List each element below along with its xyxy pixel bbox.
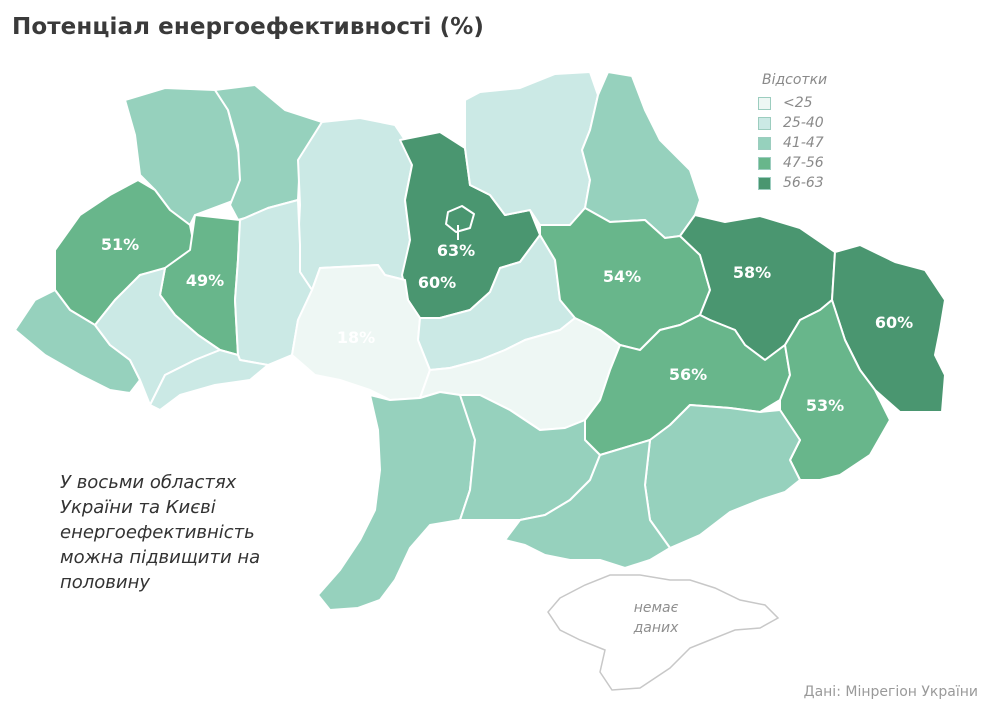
- legend-label: 47-56: [783, 155, 824, 171]
- region-chernivtsi[interactable]: [149, 349, 269, 411]
- legend-label: 25-40: [783, 115, 824, 131]
- label-lviv: 51%: [101, 235, 139, 254]
- legend-swatch: [758, 156, 771, 170]
- legend-item: 41-47: [758, 133, 827, 153]
- label-kharkiv: 58%: [733, 263, 771, 282]
- annotation-note: У восьми областях України та Києві енерг…: [60, 472, 261, 593]
- legend: Відсотки <25 25-40 41-47 47-56 56-63: [758, 72, 827, 193]
- legend-item: 47-56: [758, 153, 827, 173]
- label-kyiv-city: 63%: [437, 241, 475, 260]
- legend-item: 25-40: [758, 113, 827, 133]
- legend-label: <25: [783, 95, 813, 111]
- legend-swatch: [758, 136, 771, 150]
- label-ternopil: 49%: [186, 271, 224, 290]
- label-dnipro: 56%: [669, 365, 707, 384]
- region-kyiv-city[interactable]: [445, 205, 475, 233]
- legend-label: 41-47: [783, 135, 824, 151]
- legend-title: Відсотки: [762, 72, 828, 88]
- label-kyiv-oblast: 60%: [418, 273, 456, 292]
- region-donetsk[interactable]: [779, 299, 891, 481]
- label-luhansk: 60%: [875, 313, 913, 332]
- region-zhytomyr[interactable]: [297, 117, 413, 291]
- label-poltava: 54%: [603, 267, 641, 286]
- region-crimea: [547, 574, 780, 691]
- legend-swatch: [758, 96, 771, 110]
- label-vinnytsia: 18%: [337, 328, 375, 347]
- legend-item: <25: [758, 93, 827, 113]
- region-sumy[interactable]: [581, 71, 701, 239]
- region-zaporizhzhia[interactable]: [644, 404, 801, 549]
- map-title: Потенціал енергоефективності (%): [12, 14, 484, 40]
- source-credit: Дані: Мінрегіон України: [803, 684, 978, 700]
- no-data-label: немає даних: [633, 600, 679, 636]
- label-donetsk: 53%: [806, 396, 844, 415]
- region-kherson[interactable]: [504, 439, 671, 569]
- region-odesa[interactable]: [317, 391, 481, 611]
- legend-item: 56-63: [758, 173, 827, 193]
- legend-swatch: [758, 116, 771, 130]
- percent-labels: 51% 49% 18% 63% 60% 54% 58% 60% 56% 53%: [101, 225, 913, 415]
- legend-swatch: [758, 176, 771, 190]
- legend-label: 56-63: [783, 175, 824, 191]
